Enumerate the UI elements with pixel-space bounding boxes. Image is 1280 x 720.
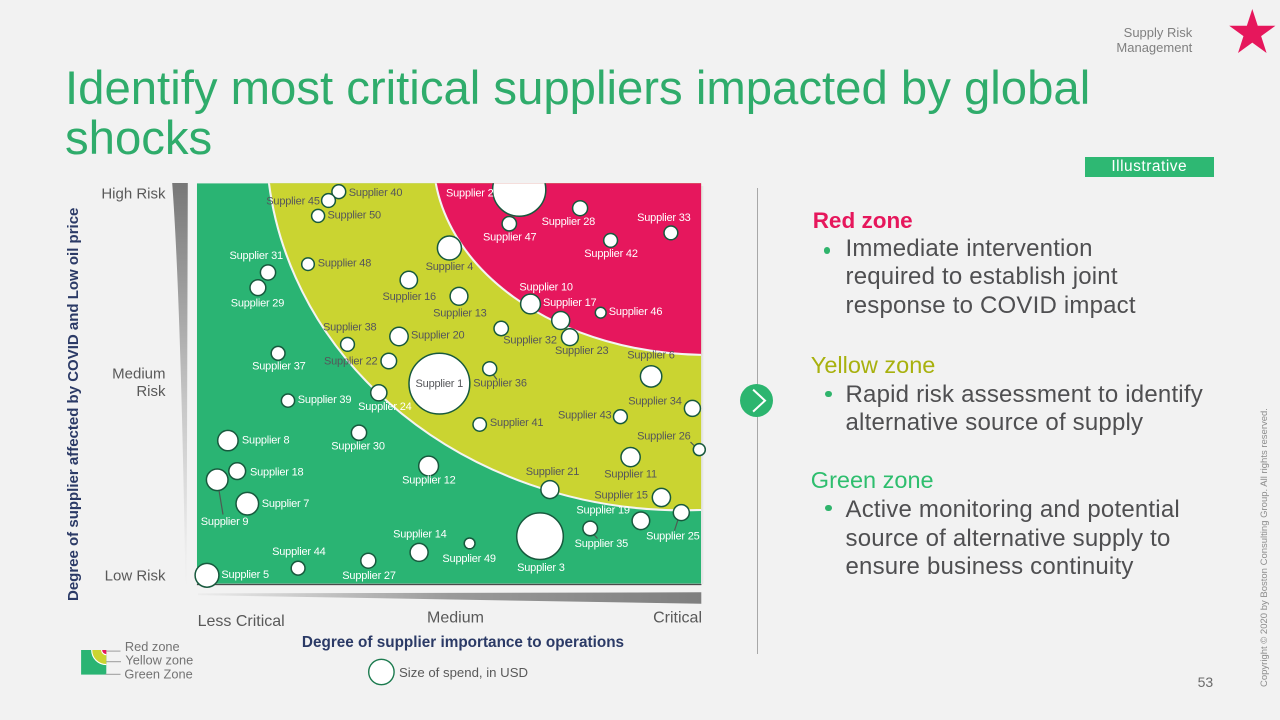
svg-text:Yellow zone: Yellow zone: [125, 652, 193, 667]
svg-text:Supplier 6: Supplier 6: [627, 349, 675, 361]
svg-text:Supplier 31: Supplier 31: [230, 250, 284, 262]
svg-text:Supplier 23: Supplier 23: [555, 345, 609, 357]
svg-text:Supplier 10: Supplier 10: [519, 282, 573, 294]
svg-text:High Risk: High Risk: [101, 185, 166, 202]
svg-text:Supplier 50: Supplier 50: [328, 210, 382, 222]
svg-text:Supplier 7: Supplier 7: [262, 498, 310, 510]
svg-text:Supplier 28: Supplier 28: [542, 216, 596, 228]
svg-text:Supplier 22: Supplier 22: [324, 356, 378, 368]
svg-text:Supplier 48: Supplier 48: [318, 258, 372, 270]
svg-text:Supplier 9: Supplier 9: [201, 516, 249, 528]
svg-text:Supplier 1: Supplier 1: [416, 378, 464, 390]
svg-text:Supplier 19: Supplier 19: [576, 505, 630, 517]
svg-text:Supplier 14: Supplier 14: [393, 528, 447, 540]
svg-text:Supplier 40: Supplier 40: [349, 187, 403, 199]
svg-text:Supplier 17: Supplier 17: [543, 297, 597, 309]
svg-text:Supplier 42: Supplier 42: [584, 248, 638, 260]
svg-text:Degree of supplier importance: Degree of supplier importance to operati…: [302, 634, 624, 651]
svg-text:Supplier 16: Supplier 16: [383, 291, 437, 303]
svg-text:Supplier 47: Supplier 47: [483, 232, 537, 244]
svg-text:Supplier 36: Supplier 36: [473, 378, 527, 390]
svg-text:Supplier 35: Supplier 35: [575, 538, 629, 550]
svg-text:Supplier 27: Supplier 27: [342, 570, 396, 582]
svg-text:Supplier 5: Supplier 5: [221, 569, 269, 581]
svg-text:Supplier 25: Supplier 25: [646, 531, 700, 543]
svg-text:Supplier 18: Supplier 18: [250, 467, 304, 479]
svg-text:Supplier 15: Supplier 15: [594, 490, 648, 502]
svg-text:Critical: Critical: [653, 610, 702, 627]
svg-text:Supplier 3: Supplier 3: [517, 562, 565, 574]
svg-text:Supplier 13: Supplier 13: [433, 308, 487, 320]
svg-text:Supplier 39: Supplier 39: [298, 394, 352, 406]
svg-text:Medium: Medium: [427, 610, 484, 627]
svg-text:Less Critical: Less Critical: [198, 613, 285, 630]
svg-text:Risk: Risk: [136, 383, 166, 400]
svg-text:Supplier 12: Supplier 12: [402, 475, 456, 487]
svg-text:Supplier 24: Supplier 24: [358, 401, 412, 413]
svg-text:Supplier 43: Supplier 43: [558, 409, 612, 421]
svg-text:Supplier 32: Supplier 32: [503, 335, 557, 347]
svg-text:Supplier 45: Supplier 45: [266, 196, 320, 208]
svg-text:Supplier 29: Supplier 29: [231, 297, 285, 309]
svg-text:Green Zone: Green Zone: [124, 667, 192, 682]
svg-text:Supplier 49: Supplier 49: [442, 553, 496, 565]
svg-text:Supplier 33: Supplier 33: [637, 212, 691, 224]
svg-text:Supplier 26: Supplier 26: [637, 431, 691, 443]
svg-text:Degree of supplier affected by: Degree of supplier affected by COVID and…: [65, 208, 82, 601]
svg-text:Supplier 11: Supplier 11: [604, 469, 657, 481]
svg-text:Supplier 44: Supplier 44: [272, 546, 326, 558]
svg-text:Medium: Medium: [112, 366, 165, 383]
svg-text:Supplier 2: Supplier 2: [446, 188, 494, 200]
svg-text:Size of spend, in USD: Size of spend, in USD: [399, 665, 528, 680]
svg-text:Supplier 37: Supplier 37: [252, 361, 306, 373]
svg-text:Low Risk: Low Risk: [105, 568, 166, 585]
svg-text:Supplier 21: Supplier 21: [526, 466, 580, 478]
svg-text:Supplier 34: Supplier 34: [628, 395, 682, 407]
svg-text:Supplier 46: Supplier 46: [609, 306, 663, 318]
svg-text:Supplier 8: Supplier 8: [242, 435, 290, 447]
svg-text:Supplier 38: Supplier 38: [323, 322, 377, 334]
svg-text:Supplier 30: Supplier 30: [331, 440, 385, 452]
svg-text:Supplier 41: Supplier 41: [490, 417, 544, 429]
svg-text:Red zone: Red zone: [125, 639, 180, 654]
svg-text:Supplier 4: Supplier 4: [426, 261, 474, 273]
svg-text:Supplier 20: Supplier 20: [411, 330, 465, 342]
